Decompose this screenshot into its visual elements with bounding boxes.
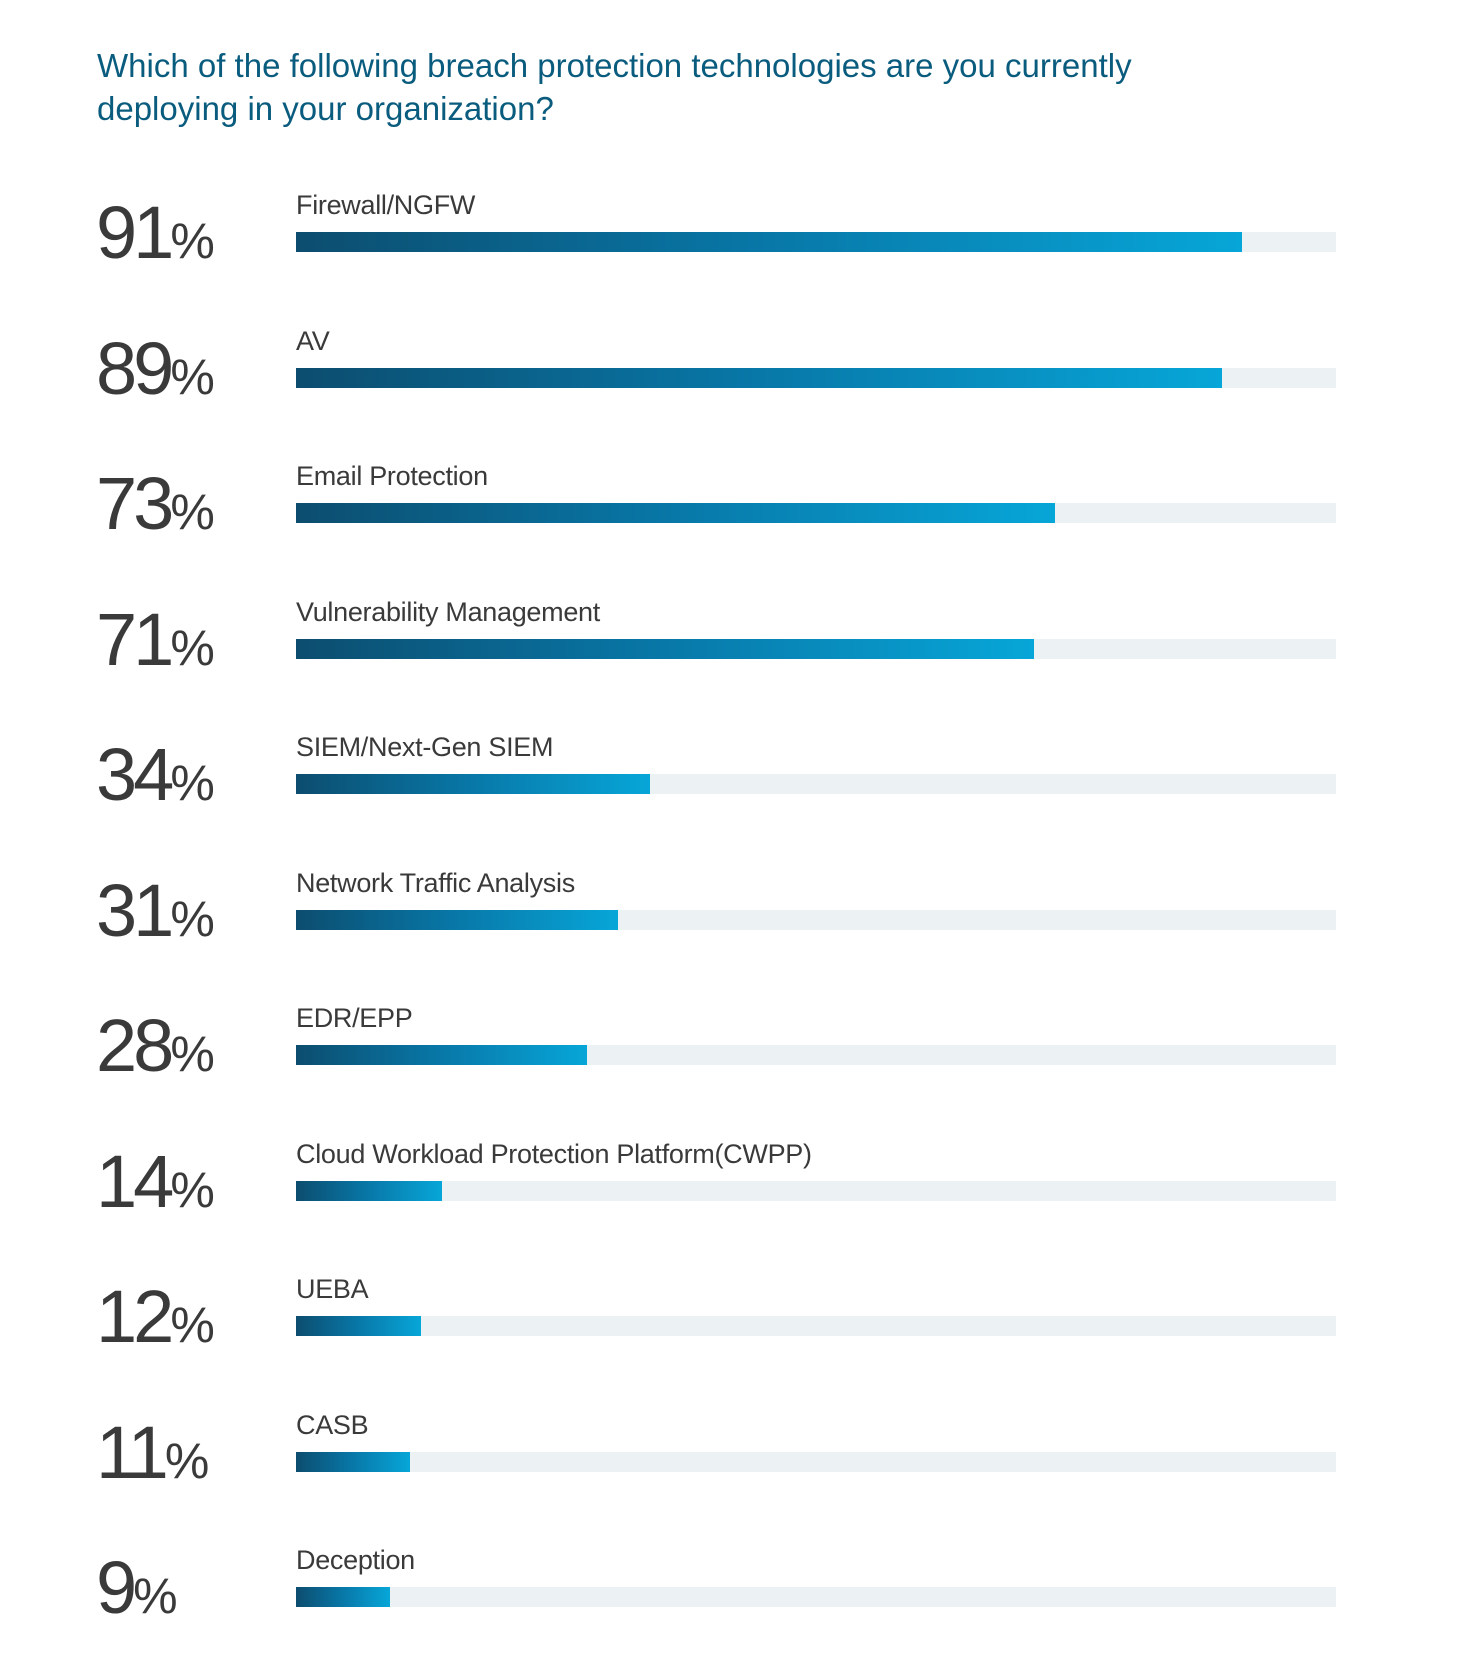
bar	[296, 1451, 411, 1472]
percent-value: 28	[96, 1004, 174, 1087]
bar-row: 71% Vulnerability Management	[0, 597, 1483, 717]
bar	[296, 1180, 442, 1201]
category-label: AV	[296, 325, 330, 356]
percent-value: 12	[96, 1275, 174, 1358]
percent-sign: %	[170, 1297, 214, 1353]
percent-sign: %	[133, 1568, 177, 1624]
category-label: Firewall/NGFW	[296, 190, 476, 220]
percent-sign: %	[170, 1161, 214, 1218]
percent-sign: %	[170, 348, 214, 405]
percent-label: 31%	[96, 868, 215, 953]
percent-value: 89	[96, 326, 174, 410]
bar-track	[296, 503, 1336, 523]
bar-row: 73% Email Protection	[0, 461, 1483, 581]
bar	[296, 909, 619, 930]
bar-track	[296, 367, 1336, 388]
percent-value: 14	[96, 1139, 174, 1223]
bar	[296, 232, 1243, 252]
percent-value: 31	[96, 868, 174, 952]
bar-track	[296, 638, 1336, 659]
percent-sign: %	[170, 213, 214, 269]
category-label: CASB	[296, 1409, 369, 1440]
category-label: EDR/EPP	[296, 1003, 413, 1033]
percent-value: 34	[96, 733, 174, 816]
bar-row: 9% Deception	[0, 1545, 1483, 1665]
chart-title: Which of the following breach protection…	[97, 47, 1132, 127]
category-label: Network Traffic Analysis	[296, 867, 575, 898]
percent-sign: %	[170, 619, 214, 676]
percent-label: 12%	[96, 1274, 215, 1359]
percent-value: 73	[96, 462, 174, 545]
category-label: SIEM/Next-Gen SIEM	[296, 732, 554, 762]
percent-label: 11%	[96, 1410, 209, 1495]
bar-track	[296, 1180, 1336, 1201]
category-label: Cloud Workload Protection Platform(CWPP)	[296, 1138, 812, 1169]
bar-row: 14% Cloud Workload Protection Platform(CW…	[0, 1139, 1483, 1259]
bar	[296, 1587, 390, 1607]
percent-label: 91%	[96, 190, 215, 275]
percent-label: 89%	[96, 326, 215, 411]
bar	[296, 774, 650, 794]
category-label: Email Protection	[296, 461, 488, 491]
bar-row: 31% Network Traffic Analysis	[0, 868, 1483, 988]
bar-row: 34% SIEM/Next-Gen SIEM	[0, 732, 1483, 852]
bar	[296, 503, 1056, 523]
bar-track	[296, 1316, 1336, 1336]
percent-sign: %	[170, 1026, 214, 1082]
percent-label: 14%	[96, 1139, 215, 1224]
percent-sign: %	[164, 1432, 209, 1489]
percent-sign: %	[170, 755, 214, 811]
bar-row: 91% Firewall/NGFW	[0, 190, 1483, 310]
percent-label: 71%	[96, 597, 215, 682]
percent-label: 28%	[96, 1003, 215, 1088]
percent-label: 9%	[96, 1545, 178, 1630]
percent-label: 73%	[96, 461, 215, 546]
category-label: UEBA	[296, 1274, 369, 1304]
bar	[296, 367, 1222, 388]
percent-value: 71	[96, 597, 174, 681]
percent-sign: %	[170, 890, 214, 947]
percent-value: 91	[96, 191, 174, 274]
bar-row: 12% UEBA	[0, 1274, 1483, 1394]
bar-track	[296, 1045, 1336, 1065]
bar-track	[296, 774, 1336, 794]
bar	[296, 638, 1035, 659]
category-label: Deception	[296, 1545, 415, 1575]
bar-row: 28% EDR/EPP	[0, 1003, 1483, 1123]
bar	[296, 1316, 421, 1336]
percent-value: 11	[96, 1410, 169, 1494]
bar-track	[296, 1451, 1336, 1472]
percent-label: 34%	[96, 732, 215, 817]
bar	[296, 1045, 588, 1065]
bar-track	[296, 909, 1336, 930]
bar-row: 11% CASB	[0, 1410, 1483, 1530]
category-label: Vulnerability Management	[296, 596, 600, 627]
bar-track	[296, 1587, 1336, 1607]
percent-value: 9	[96, 1546, 137, 1629]
percent-sign: %	[170, 484, 214, 540]
bar-row: 89% AV	[0, 326, 1483, 446]
bar-track	[296, 232, 1336, 252]
